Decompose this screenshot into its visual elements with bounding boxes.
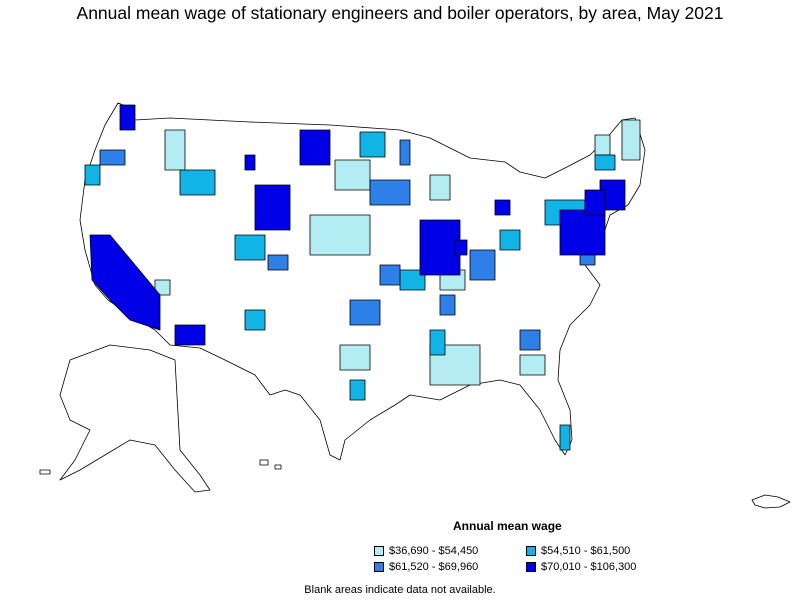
hawaii-outline: [751, 494, 791, 509]
legend-title: Annual mean wage: [453, 519, 562, 533]
legend-item-tier-4: $70,010 - $106,300: [526, 561, 636, 573]
legend-label: $36,690 - $54,450: [389, 545, 479, 557]
wage-areas-tier-3: [99, 139, 596, 351]
alaska-outline: [59, 344, 211, 493]
wage-areas-tier-1: [154, 119, 641, 386]
wage-areas-tier-4: [89, 104, 626, 346]
legend-swatch: [526, 546, 536, 556]
wage-areas-tier-2: [84, 131, 616, 451]
footnote: Blank areas indicate data not available.: [304, 584, 496, 596]
legend-swatch: [374, 562, 384, 572]
legend-item-tier-1: $36,690 - $54,450: [374, 545, 478, 557]
legend-swatch: [374, 546, 384, 556]
legend-swatch: [526, 562, 536, 572]
legend-label: $61,520 - $69,960: [389, 561, 479, 573]
legend-item-tier-3: $61,520 - $69,960: [374, 561, 478, 573]
contiguous-us-outline: [79, 102, 646, 461]
legend-label: $54,510 - $61,500: [541, 545, 631, 557]
legend-label: $70,010 - $106,300: [541, 561, 637, 573]
island-details: [39, 459, 282, 475]
legend-item-tier-2: $54,510 - $61,500: [526, 545, 630, 557]
map-title: Annual mean wage of stationary engineers…: [76, 3, 724, 23]
